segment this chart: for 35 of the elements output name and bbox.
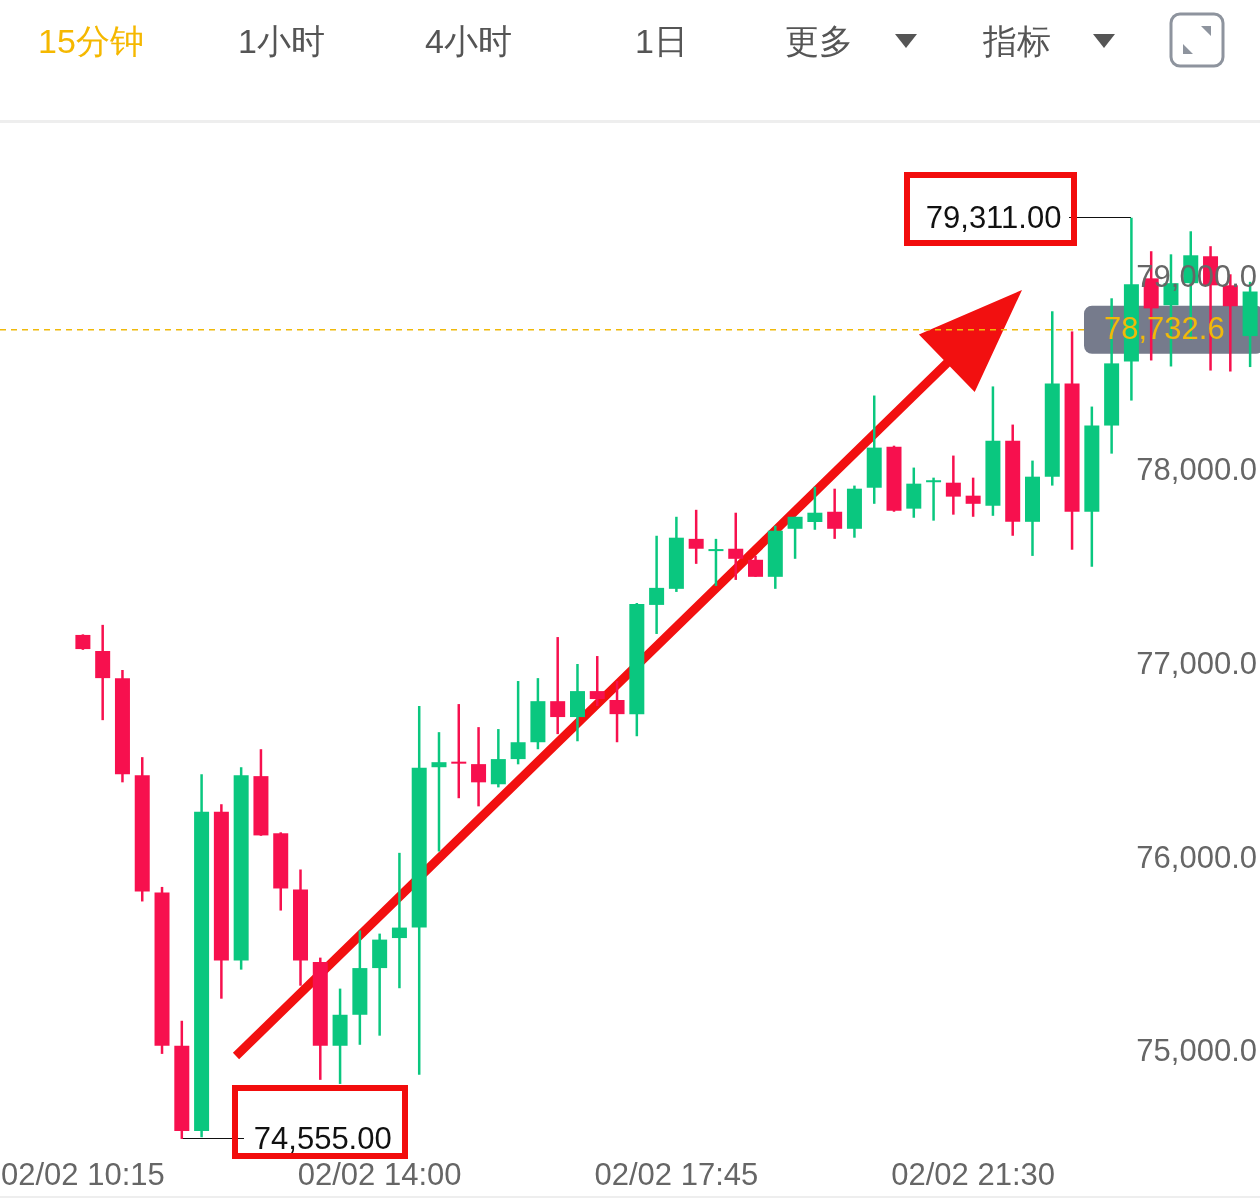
candlestick: [451, 702, 467, 800]
candlestick: [550, 635, 566, 736]
candlestick: [807, 485, 823, 532]
text: 1日: [635, 21, 688, 62]
candlestick: [945, 454, 961, 516]
candlestick: [431, 730, 447, 853]
candlestick: [787, 515, 803, 561]
candlestick: [965, 476, 981, 519]
candlestick: [609, 679, 625, 744]
text: 4小时: [425, 21, 512, 62]
candlestick: [748, 554, 764, 579]
text: 指标: [983, 21, 1051, 62]
text: 更多: [785, 21, 853, 62]
candlestick: [471, 725, 487, 808]
candlestick: [510, 679, 526, 766]
x-tick-label: 02/02 14:00: [297, 1156, 462, 1192]
candlestick: [728, 511, 744, 582]
annotation: 79,311.00: [925, 200, 1062, 236]
annotation: 74,555.00: [253, 1121, 392, 1157]
candlestick: [708, 537, 724, 588]
candlestick: [827, 487, 843, 541]
candlestick: [688, 508, 704, 566]
candlestick: [649, 534, 665, 636]
x-tick-label: 02/02 21:30: [891, 1156, 1056, 1192]
y-tick-label: 77,000.0: [1136, 645, 1257, 681]
text: 1小时: [238, 21, 325, 62]
y-tick-label: 76,000.0: [1136, 839, 1257, 875]
x-tick-label: 02/02 17:45: [594, 1156, 759, 1192]
x-tick-label: 02/02 10:15: [1, 1156, 165, 1192]
candlestick: [926, 476, 942, 522]
candlestick: [391, 851, 407, 990]
candlestick: [589, 654, 605, 708]
y-tick-label: 75,000.0: [1136, 1033, 1257, 1069]
y-tick-label: 78,000.0: [1136, 452, 1257, 488]
text: 15分钟: [38, 21, 144, 62]
